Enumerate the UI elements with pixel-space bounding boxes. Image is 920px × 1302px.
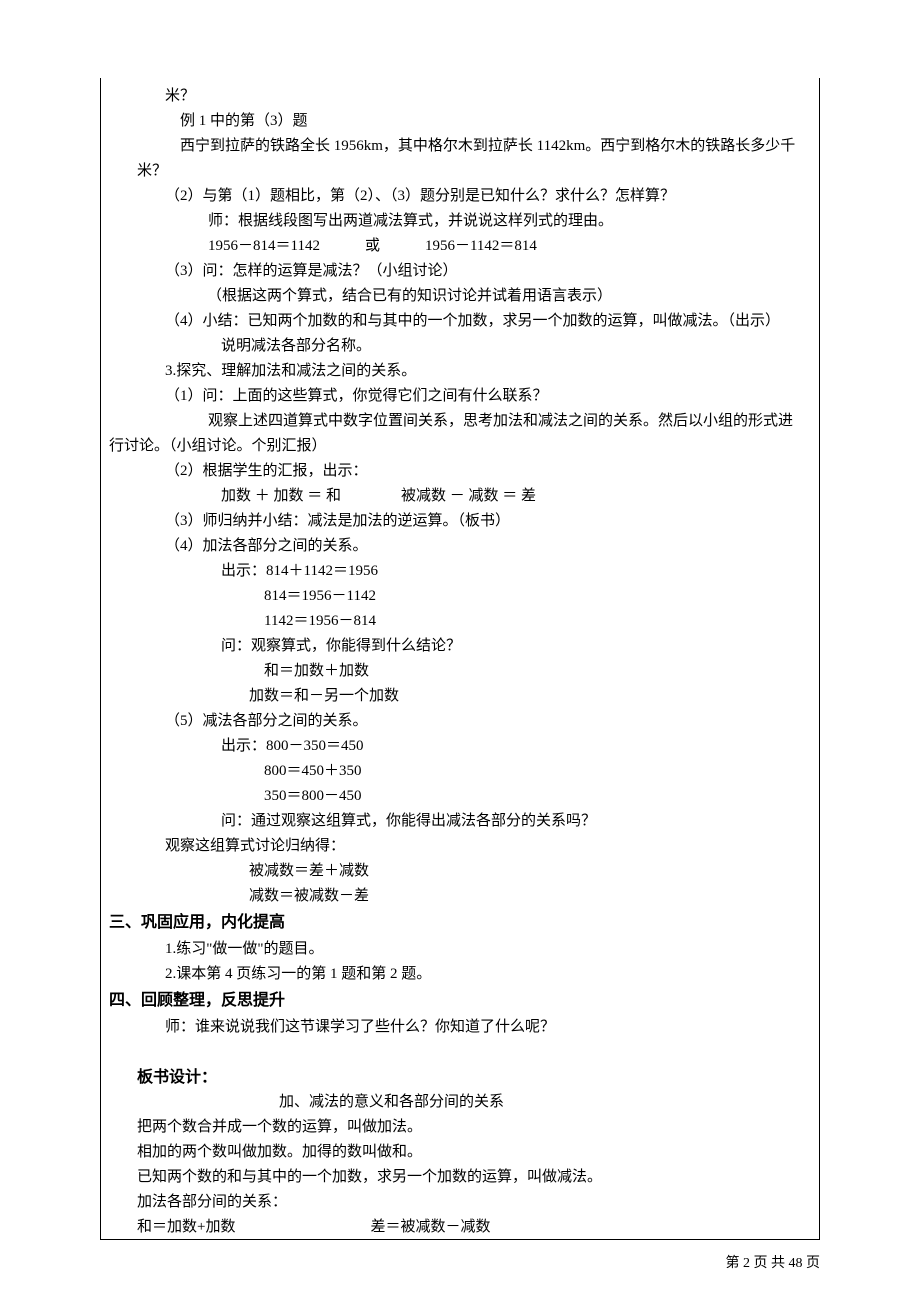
- body-line: 加数 ＋ 加数 ＝ 和 被减数 － 减数 ＝ 差: [109, 484, 811, 509]
- body-line: 350＝800－450: [109, 784, 811, 809]
- body-line: 例 1 中的第（3）题: [109, 109, 811, 134]
- body-line: 和＝加数+加数 差＝被减数－减数: [109, 1215, 811, 1240]
- board-design-heading: 板书设计：: [109, 1065, 811, 1090]
- footer-suffix: 页: [803, 1256, 821, 1271]
- body-line: 问：观察算式，你能得到什么结论？: [109, 634, 811, 659]
- body-line: 观察上述四道算式中数字位置间关系，思考加法和减法之间的关系。然后以小组的形式进: [109, 409, 811, 434]
- body-line: 和＝加数＋加数: [109, 659, 811, 684]
- body-line: （根据这两个算式，结合已有的知识讨论并试着用语言表示）: [109, 284, 811, 309]
- body-line: 说明减法各部分名称。: [109, 334, 811, 359]
- body-line: 米？: [109, 159, 811, 184]
- body-line: 2.课本第 4 页练习一的第 1 题和第 2 题。: [109, 962, 811, 987]
- body-line: 出示：814＋1142＝1956: [109, 559, 811, 584]
- content-frame: 米？ 例 1 中的第（3）题 西宁到拉萨的铁路全长 1956km，其中格尔木到拉…: [100, 78, 820, 1240]
- body-line: 把两个数合并成一个数的运算，叫做加法。: [109, 1115, 811, 1140]
- body-line: 师：谁来说说我们这节课学习了些什么？你知道了什么呢？: [109, 1015, 811, 1040]
- body-line: 西宁到拉萨的铁路全长 1956km，其中格尔木到拉萨长 1142km。西宁到格尔…: [109, 134, 811, 159]
- footer-total-pages: 48: [789, 1256, 803, 1271]
- body-line: （2）根据学生的汇报，出示：: [109, 459, 811, 484]
- body-line: （2）与第（1）题相比，第（2）、（3）题分别是已知什么？求什么？怎样算？: [109, 184, 811, 209]
- body-line: （4）小结：已知两个加数的和与其中的一个加数，求另一个加数的运算，叫做减法。（出…: [109, 309, 811, 334]
- body-line: 1142＝1956－814: [109, 609, 811, 634]
- body-line: （1）问：上面的这些算式，你觉得它们之间有什么联系？: [109, 384, 811, 409]
- body-line: 814＝1956－1142: [109, 584, 811, 609]
- body-line: 相加的两个数叫做加数。加得的数叫做和。: [109, 1140, 811, 1165]
- body-line: 行讨论。（小组讨论。个别汇报）: [109, 434, 811, 459]
- body-line: 出示：800－350＝450: [109, 734, 811, 759]
- body-line: 1.练习"做一做"的题目。: [109, 937, 811, 962]
- body-line: 加法各部分间的关系：: [109, 1190, 811, 1215]
- footer-prefix: 第: [726, 1256, 744, 1271]
- blank-line: [109, 1040, 811, 1065]
- body-line: 已知两个数的和与其中的一个加数，求另一个加数的运算，叫做减法。: [109, 1165, 811, 1190]
- body-line: 3.探究、理解加法和减法之间的关系。: [109, 359, 811, 384]
- body-line: 减数＝被减数－差: [109, 884, 811, 909]
- body-line: 加、减法的意义和各部分间的关系: [109, 1090, 811, 1115]
- body-line: （3）问：怎样的运算是减法？（小组讨论）: [109, 259, 811, 284]
- body-line: 1956－814＝1142 或 1956－1142＝814: [109, 234, 811, 259]
- body-line: （5）减法各部分之间的关系。: [109, 709, 811, 734]
- section-heading-3: 三、巩固应用，内化提高: [109, 909, 811, 937]
- page-footer: 第 2 页 共 48 页: [726, 1252, 821, 1272]
- body-line: 米？: [109, 84, 811, 109]
- footer-mid: 页 共: [750, 1256, 789, 1271]
- body-line: 加数＝和－另一个加数: [109, 684, 811, 709]
- body-line: 观察这组算式讨论归纳得：: [109, 834, 811, 859]
- body-line: 被减数＝差＋减数: [109, 859, 811, 884]
- footer-page-number: 2: [743, 1256, 750, 1271]
- body-line: 800＝450＋350: [109, 759, 811, 784]
- page: 米？ 例 1 中的第（3）题 西宁到拉萨的铁路全长 1956km，其中格尔木到拉…: [0, 0, 920, 1302]
- body-line: （4）加法各部分之间的关系。: [109, 534, 811, 559]
- body-line: （3）师归纳并小结：减法是加法的逆运算。（板书）: [109, 509, 811, 534]
- body-line: 师：根据线段图写出两道减法算式，并说说这样列式的理由。: [109, 209, 811, 234]
- section-heading-4: 四、回顾整理，反思提升: [109, 987, 811, 1015]
- body-line: 问：通过观察这组算式，你能得出减法各部分的关系吗？: [109, 809, 811, 834]
